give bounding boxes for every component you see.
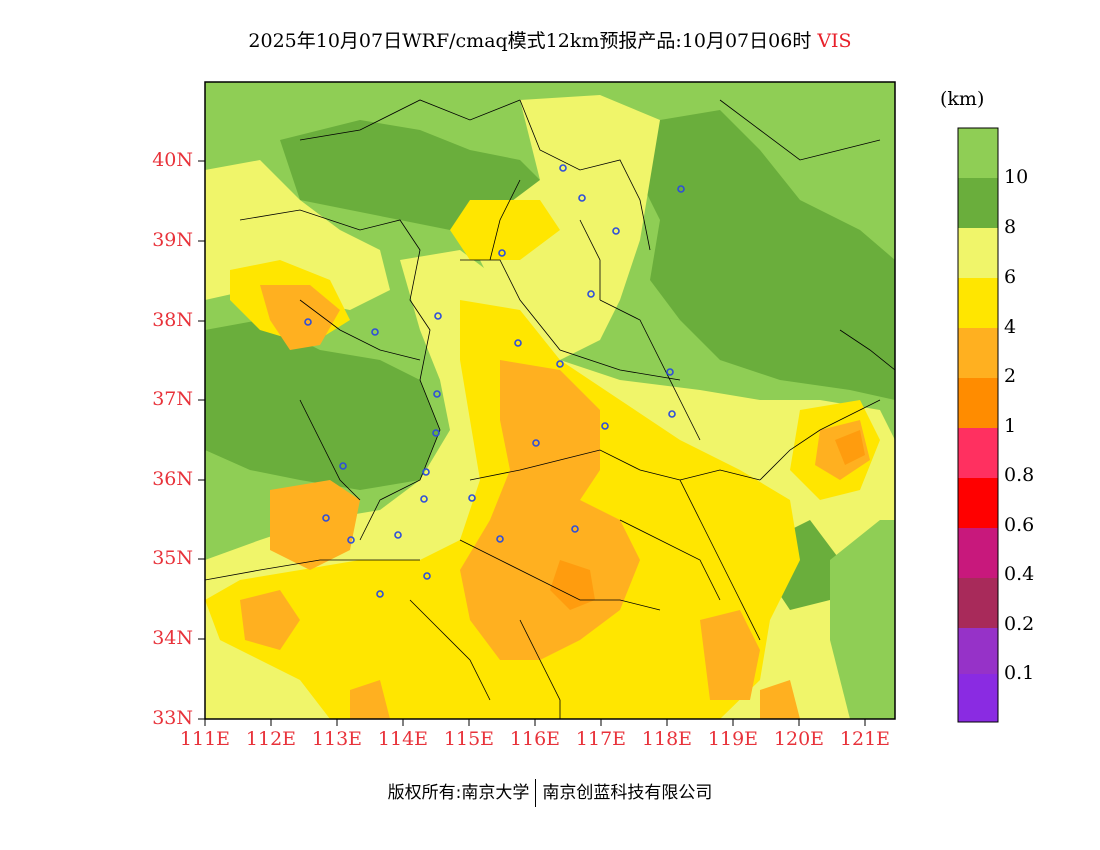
lon-label: 113E [311, 728, 363, 750]
lon-label: 120E [773, 728, 825, 750]
colorbar-label: 6 [1004, 266, 1017, 288]
lon-label: 121E [839, 728, 891, 750]
colorbar-swatch [958, 528, 998, 578]
city-marker [347, 536, 355, 544]
city-marker [498, 249, 506, 257]
city-marker [587, 290, 595, 298]
map-title: 2025年10月07日WRF/cmaq模式12km预报产品:10月07日06时 V… [0, 26, 1100, 53]
colorbar-swatch [958, 578, 998, 628]
city-marker [434, 312, 442, 320]
colorbar-swatch [958, 428, 998, 478]
colorbar-swatch [958, 228, 998, 278]
lon-label: 114E [377, 728, 429, 750]
city-marker [601, 422, 609, 430]
colorbar-label: 1 [1004, 415, 1017, 437]
city-marker [668, 410, 676, 418]
city-marker [422, 468, 430, 476]
lat-label: 33N [152, 707, 193, 729]
lon-label: 112E [245, 728, 297, 750]
colorbar-swatch [958, 628, 998, 674]
admin-boundaries [205, 99, 895, 719]
colorbar-frame [957, 127, 999, 723]
city-marker [496, 535, 504, 543]
colorbar-label: 8 [1004, 216, 1017, 238]
copyright-company: 南京创蓝科技有限公司 [542, 783, 713, 803]
copyright-owner: 版权所有:南京大学 [387, 783, 530, 803]
copyright-footer: 版权所有:南京大学 南京创蓝科技有限公司 [0, 778, 1100, 807]
city-marker [571, 525, 579, 533]
title-main: 2025年10月07日WRF/cmaq模式12km预报产品:10月07日06时 [248, 30, 812, 52]
city-marker [304, 318, 312, 326]
vis-2-4-region-south-bottom [350, 680, 390, 719]
city-marker [433, 390, 441, 398]
city-marker [559, 164, 567, 172]
colorbar-label: 0.1 [1004, 662, 1035, 684]
city-marker [514, 339, 522, 347]
city-marker [677, 185, 685, 193]
colorbar-swatch [958, 128, 998, 178]
city-marker [468, 494, 476, 502]
colorbar-swatch [958, 178, 998, 228]
visibility-map [205, 82, 895, 719]
vis-1-2-region-east [835, 430, 865, 465]
title-variable: VIS [817, 30, 852, 52]
vis-2-4-region-central [460, 360, 640, 660]
vis-1-2-region-central [550, 560, 595, 610]
vis-2-4-region-southwest [240, 590, 300, 650]
lat-label: 40N [152, 149, 193, 171]
lon-label: 116E [509, 728, 561, 750]
colorbar-label: 0.4 [1004, 563, 1035, 585]
lon-label: 119E [707, 728, 759, 750]
city-marker [423, 572, 431, 580]
lon-label: 118E [641, 728, 693, 750]
axis-ticks [198, 160, 866, 726]
lon-label: 115E [443, 728, 495, 750]
vis-8-10-region-west [205, 320, 440, 490]
lat-label: 36N [152, 468, 193, 490]
city-marker [371, 328, 379, 336]
colorbar-units: (km) [940, 88, 985, 110]
lat-label: 35N [152, 547, 193, 569]
colorbar-swatch [958, 328, 998, 378]
vis-8-10-region-east [640, 110, 895, 400]
colorbar-swatch [958, 278, 998, 328]
city-marker [532, 439, 540, 447]
vis-2-4-region-southeast [700, 610, 760, 700]
colorbar-label: 0.2 [1004, 613, 1035, 635]
colorbar-label: 0.8 [1004, 464, 1035, 486]
vis-2-4-region-southeast-bottom [760, 680, 800, 719]
vis-4-6-region-north [450, 200, 560, 260]
city-marker [339, 462, 347, 470]
lat-label: 38N [152, 309, 193, 331]
vis-2-4-region-west-cluster [270, 480, 360, 570]
footer-divider [535, 779, 537, 807]
colorbar [957, 127, 999, 723]
city-marker [394, 531, 402, 539]
vis-2-4-region-northwest [260, 285, 340, 350]
lon-label: 117E [575, 728, 627, 750]
vis-8-10-region-coast-south [830, 520, 895, 719]
city-marker [578, 194, 586, 202]
colorbar-swatch [958, 478, 998, 528]
colorbar-label: 0.6 [1004, 514, 1035, 536]
city-marker [612, 227, 620, 235]
lon-label: 111E [179, 728, 231, 750]
city-marker [666, 368, 674, 376]
colorbar-swatch [958, 674, 998, 722]
lat-label: 34N [152, 627, 193, 649]
lat-label: 37N [152, 388, 193, 410]
city-marker [432, 429, 440, 437]
colorbar-label: 10 [1004, 166, 1029, 188]
colorbar-swatch [958, 378, 998, 428]
city-marker [322, 514, 330, 522]
city-marker [420, 495, 428, 503]
city-marker [376, 590, 384, 598]
city-marker [556, 360, 564, 368]
lat-label: 39N [152, 229, 193, 251]
colorbar-label: 2 [1004, 365, 1017, 387]
city-markers [304, 164, 685, 598]
colorbar-label: 4 [1004, 316, 1017, 338]
